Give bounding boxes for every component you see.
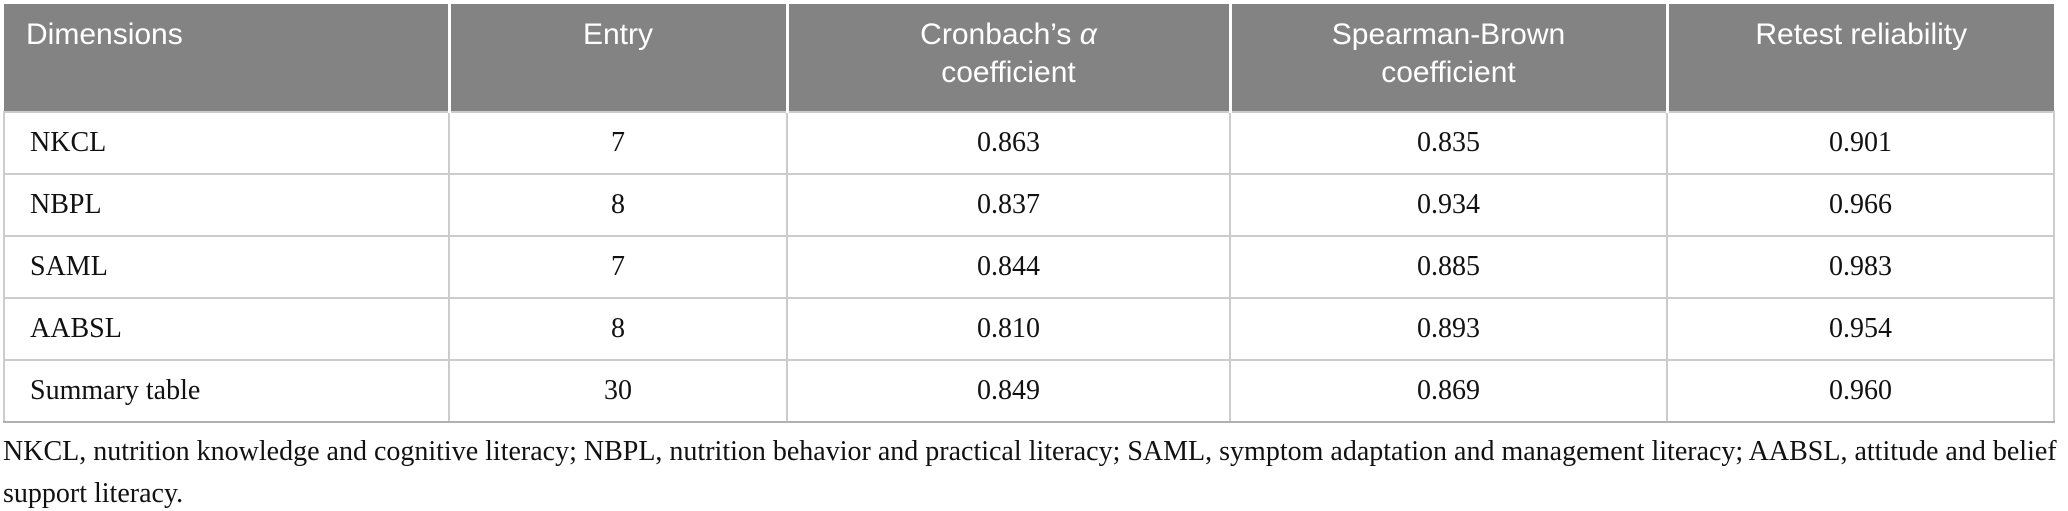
table-footnote: NKCL, nutrition knowledge and cognitive …	[3, 436, 2057, 509]
cell-spearman: 0.893	[1229, 297, 1668, 361]
cell-entry: 30	[448, 359, 788, 423]
cell-retest: 0.901	[1666, 111, 2055, 175]
cell-cronbach: 0.810	[786, 297, 1231, 361]
spearman-label-line2: coefficient	[1381, 56, 1516, 89]
cell-retest: 0.960	[1666, 359, 2055, 423]
cell-cronbach: 0.849	[786, 359, 1231, 423]
cell-entry: 7	[448, 235, 788, 299]
cell-entry: 8	[448, 173, 788, 237]
column-header-entry: Entry	[447, 4, 787, 112]
cell-dimension: NBPL	[3, 173, 450, 237]
cell-dimension: Summary table	[3, 359, 450, 423]
cronbach-label-line2: coefficient	[941, 56, 1076, 89]
cell-retest: 0.983	[1666, 235, 2055, 299]
cell-spearman: 0.934	[1229, 173, 1668, 237]
cell-dimension: NKCL	[3, 111, 450, 175]
cell-dimension: AABSL	[3, 297, 450, 361]
cronbach-label-text: Cronbach’s	[920, 18, 1080, 51]
cell-cronbach: 0.844	[786, 235, 1231, 299]
column-header-cronbach-alpha: Cronbach’s α coefficient	[785, 4, 1230, 112]
table-row: NBPL 8 0.837 0.934 0.966	[3, 173, 2055, 237]
alpha-symbol: α	[1079, 18, 1097, 51]
header-row: Dimensions Entry Cronbach’s α coefficien…	[4, 4, 2054, 112]
cell-spearman: 0.869	[1229, 359, 1668, 423]
column-header-retest-reliability: Retest reliability	[1665, 4, 2054, 112]
cell-retest: 0.966	[1666, 173, 2055, 237]
table-row: AABSL 8 0.810 0.893 0.954	[3, 297, 2055, 361]
cell-entry: 7	[448, 111, 788, 175]
column-header-spearman-brown: Spearman-Brown coefficient	[1228, 4, 1667, 112]
spearman-label-line1: Spearman-Brown	[1331, 18, 1566, 51]
cell-retest: 0.954	[1666, 297, 2055, 361]
table-row: Summary table 30 0.849 0.869 0.960	[3, 359, 2055, 423]
cell-cronbach: 0.863	[786, 111, 1231, 175]
table-row: NKCL 7 0.863 0.835 0.901	[3, 111, 2055, 175]
column-header-dimensions: Dimensions	[4, 4, 449, 112]
cell-spearman: 0.885	[1229, 235, 1668, 299]
table-body: NKCL 7 0.863 0.835 0.901 NBPL 8 0.837 0.…	[3, 111, 2055, 423]
table-row: SAML 7 0.844 0.885 0.983	[3, 235, 2055, 299]
cell-dimension: SAML	[3, 235, 450, 299]
cell-spearman: 0.835	[1229, 111, 1668, 175]
cell-entry: 8	[448, 297, 788, 361]
cell-cronbach: 0.837	[786, 173, 1231, 237]
reliability-table: Dimensions Entry Cronbach’s α coefficien…	[3, 4, 2055, 423]
